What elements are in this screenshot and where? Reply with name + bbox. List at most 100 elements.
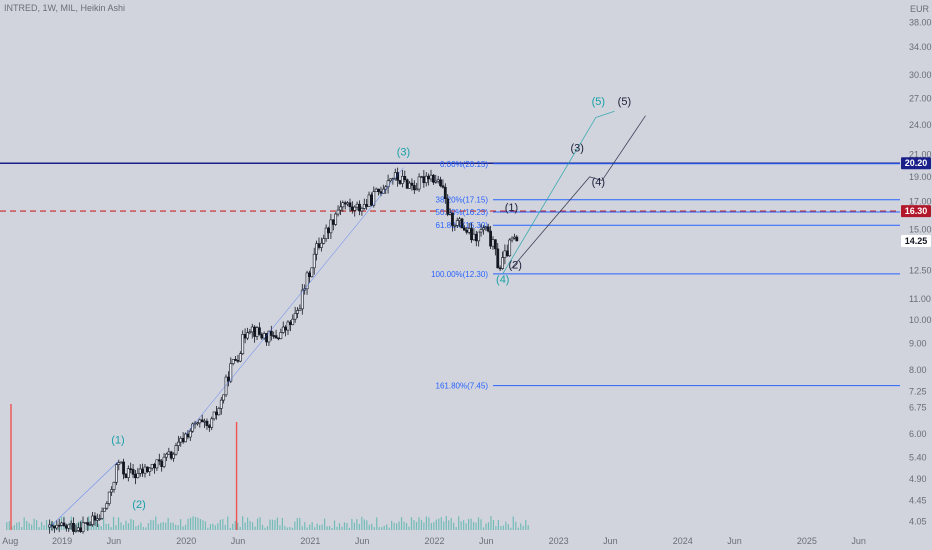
candle-body[interactable] bbox=[64, 525, 68, 529]
candle-body[interactable] bbox=[79, 527, 83, 532]
candle-body[interactable] bbox=[343, 202, 347, 205]
candle-body[interactable] bbox=[451, 212, 454, 226]
candle-body[interactable] bbox=[322, 238, 326, 244]
candle-body[interactable] bbox=[229, 363, 233, 382]
candle-body[interactable] bbox=[372, 191, 376, 206]
candle-body[interactable] bbox=[186, 433, 190, 438]
candle-body[interactable] bbox=[267, 330, 271, 343]
candle-body[interactable] bbox=[279, 332, 283, 339]
candle-body[interactable] bbox=[234, 359, 237, 361]
candle-body[interactable] bbox=[76, 527, 80, 531]
candle-body[interactable] bbox=[117, 462, 121, 465]
candle-body[interactable] bbox=[472, 233, 476, 241]
candle-body[interactable] bbox=[465, 229, 469, 233]
candle-body[interactable] bbox=[453, 225, 457, 227]
candle-body[interactable] bbox=[434, 180, 438, 183]
candle-body[interactable] bbox=[508, 239, 512, 257]
candle-body[interactable] bbox=[112, 481, 116, 490]
candle-body[interactable] bbox=[148, 467, 152, 472]
candle-body[interactable] bbox=[126, 468, 130, 478]
candle-body[interactable] bbox=[417, 176, 421, 190]
candle-body[interactable] bbox=[484, 226, 488, 229]
candle-body[interactable] bbox=[350, 206, 354, 211]
candle-body[interactable] bbox=[255, 327, 259, 337]
candle-body[interactable] bbox=[224, 376, 228, 396]
candle-body[interactable] bbox=[355, 203, 359, 208]
candle-body[interactable] bbox=[505, 250, 509, 257]
candle-body[interactable] bbox=[415, 188, 419, 191]
candle-body[interactable] bbox=[174, 445, 178, 455]
candle-body[interactable] bbox=[160, 460, 164, 467]
candle-body[interactable] bbox=[424, 175, 428, 184]
candle-body[interactable] bbox=[207, 425, 211, 428]
candle-body[interactable] bbox=[462, 227, 466, 231]
candle-body[interactable] bbox=[119, 461, 123, 464]
candle-body[interactable] bbox=[455, 220, 459, 226]
candle-body[interactable] bbox=[300, 289, 304, 310]
trend-line[interactable] bbox=[49, 461, 119, 528]
candle-body[interactable] bbox=[360, 208, 364, 212]
candle-body[interactable] bbox=[327, 227, 330, 234]
candle-body[interactable] bbox=[515, 236, 519, 242]
candle-body[interactable] bbox=[55, 524, 59, 529]
candle-body[interactable] bbox=[477, 231, 481, 242]
candle-body[interactable] bbox=[486, 226, 490, 232]
candle-body[interactable] bbox=[479, 229, 483, 233]
candle-body[interactable] bbox=[491, 239, 495, 247]
candle-body[interactable] bbox=[324, 227, 328, 239]
candle-body[interactable] bbox=[358, 203, 361, 212]
trend-line[interactable] bbox=[185, 167, 404, 435]
candle-body[interactable] bbox=[312, 253, 316, 269]
candle-body[interactable] bbox=[379, 191, 383, 194]
candle-body[interactable] bbox=[138, 468, 142, 474]
candle-body[interactable] bbox=[150, 464, 154, 469]
candle-body[interactable] bbox=[405, 179, 409, 189]
candle-body[interactable] bbox=[370, 194, 373, 206]
candle-body[interactable] bbox=[448, 212, 452, 215]
candle-body[interactable] bbox=[153, 464, 156, 469]
candle-body[interactable] bbox=[346, 202, 349, 205]
candle-body[interactable] bbox=[443, 186, 447, 200]
candle-body[interactable] bbox=[482, 227, 485, 230]
candle-body[interactable] bbox=[284, 326, 288, 331]
candle-body[interactable] bbox=[377, 188, 380, 192]
candle-body[interactable] bbox=[339, 206, 342, 211]
candle-body[interactable] bbox=[296, 310, 299, 314]
candle-body[interactable] bbox=[446, 198, 450, 215]
candle-body[interactable] bbox=[319, 242, 323, 248]
candle-body[interactable] bbox=[169, 451, 173, 459]
candle-body[interactable] bbox=[217, 408, 221, 416]
projection-path[interactable] bbox=[502, 110, 615, 275]
candle-body[interactable] bbox=[493, 239, 497, 250]
candle-body[interactable] bbox=[91, 515, 94, 525]
candle-body[interactable] bbox=[205, 420, 209, 426]
candle-body[interactable] bbox=[134, 474, 137, 479]
candle-body[interactable] bbox=[236, 360, 240, 362]
candle-body[interactable] bbox=[410, 182, 414, 186]
candle-body[interactable] bbox=[257, 327, 261, 335]
candle-body[interactable] bbox=[272, 335, 276, 337]
candle-body[interactable] bbox=[227, 376, 230, 382]
candle-body[interactable] bbox=[203, 420, 206, 423]
candle-body[interactable] bbox=[231, 359, 235, 364]
candle-body[interactable] bbox=[188, 430, 192, 438]
candle-body[interactable] bbox=[317, 243, 321, 248]
candle-body[interactable] bbox=[412, 185, 416, 191]
candle-body[interactable] bbox=[439, 179, 442, 187]
candle-body[interactable] bbox=[165, 453, 168, 458]
candle-body[interactable] bbox=[114, 464, 118, 483]
candle-body[interactable] bbox=[107, 491, 111, 504]
candle-body[interactable] bbox=[98, 518, 102, 520]
candle-body[interactable] bbox=[131, 469, 135, 475]
candle-body[interactable] bbox=[103, 507, 106, 512]
candle-body[interactable] bbox=[293, 313, 297, 320]
candle-body[interactable] bbox=[95, 518, 99, 521]
candle-body[interactable] bbox=[176, 441, 180, 446]
candle-body[interactable] bbox=[470, 228, 473, 241]
candle-body[interactable] bbox=[288, 321, 292, 325]
candle-body[interactable] bbox=[198, 419, 202, 424]
candle-body[interactable] bbox=[274, 335, 278, 339]
candle-body[interactable] bbox=[389, 178, 392, 182]
candle-body[interactable] bbox=[305, 272, 309, 290]
